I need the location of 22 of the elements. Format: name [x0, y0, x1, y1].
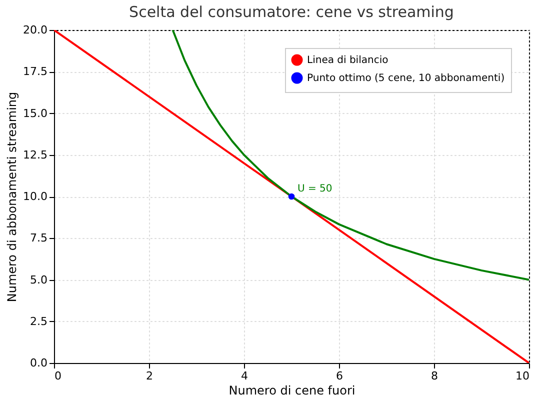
y-tick-label: 2.5: [30, 314, 48, 328]
legend-label: Punto ottimo (5 cene, 10 abbonamenti): [307, 73, 505, 84]
x-tick-label: 10: [516, 370, 530, 382]
annotation: U = 50: [298, 184, 332, 194]
x-axis-title: Numero di cene fuori: [228, 384, 356, 398]
y-tick-label: 10.0: [23, 190, 48, 203]
y-tick-label: 5.0: [30, 273, 48, 286]
line-series: [172, 30, 529, 281]
y-tick-label: 17.5: [23, 65, 48, 78]
y-axis-title: Numero di abbonamenti streaming: [5, 92, 20, 302]
y-tick-label: 7.5: [30, 232, 48, 245]
legend-label: Linea di bilancio: [307, 55, 388, 66]
y-tick-label: 15.0: [23, 106, 48, 120]
y-tick-label: 20.0: [23, 24, 48, 36]
x-tick-label: 6: [336, 370, 343, 382]
x-tick-label: 4: [241, 370, 248, 382]
x-tick-label: 8: [431, 370, 438, 382]
x-tick-label: 0: [54, 370, 62, 382]
x-tick-label: 2: [146, 370, 153, 382]
chart-title: Scelta del consumatore: cene vs streaming: [129, 3, 454, 21]
y-tick-label: 0.0: [30, 356, 48, 370]
y-tick-label: 12.5: [23, 148, 48, 162]
